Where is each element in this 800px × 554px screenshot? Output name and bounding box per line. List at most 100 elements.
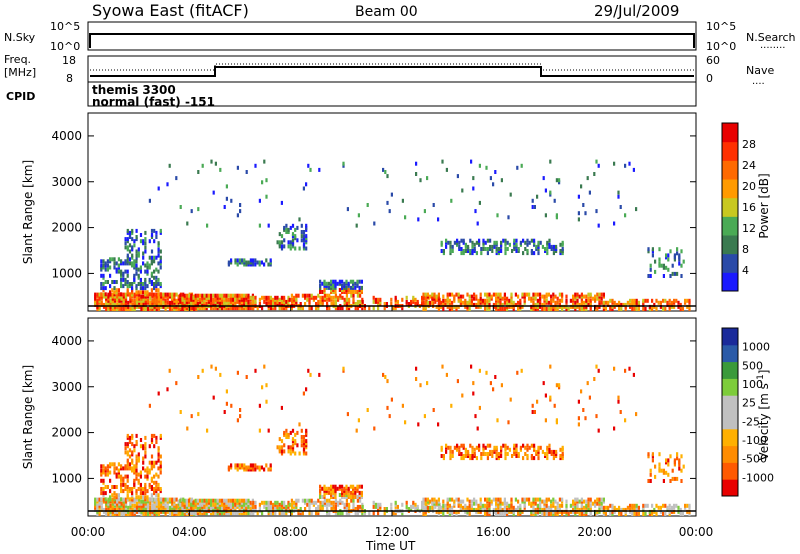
echo-cell (450, 403, 453, 408)
echo-cell (166, 505, 169, 510)
echo-cell (276, 507, 279, 511)
echo-cell (617, 395, 620, 400)
echo-cell (207, 500, 210, 505)
echo-cell (668, 307, 671, 311)
echo-cell (445, 167, 448, 172)
echo-cell (510, 298, 513, 303)
echo-cell (534, 307, 537, 311)
echo-cell (521, 292, 524, 297)
echo-cell (615, 507, 618, 512)
echo-cell (586, 381, 589, 386)
echo-cell (254, 500, 257, 505)
echo-cell (448, 292, 451, 297)
echo-cell (142, 255, 145, 260)
echo-cell (490, 296, 493, 301)
echo-cell (448, 302, 451, 307)
echo-cell (662, 307, 665, 311)
echo-cell (519, 298, 522, 303)
echo-cell (624, 213, 627, 218)
echo-cell (118, 302, 121, 307)
colorbar-tick-label: 1000 (742, 341, 770, 354)
echo-cell (448, 298, 451, 303)
echo-cell (596, 509, 599, 514)
echo-cell (302, 391, 305, 396)
echo-cell (201, 507, 204, 511)
echo-cell (620, 307, 623, 311)
echo-cell (580, 497, 583, 502)
echo-cell (422, 302, 425, 307)
echo-cell (278, 242, 281, 247)
echo-cell (442, 503, 445, 508)
echo-cell (647, 247, 650, 252)
echo-cell (339, 500, 342, 505)
cpid-line-1: themis 3300 (92, 83, 176, 97)
echo-cell (247, 507, 250, 511)
echo-cell (285, 432, 288, 437)
echo-cell (124, 277, 127, 282)
echo-cell (308, 306, 311, 311)
velocity-panel-frame (87, 317, 697, 517)
echo-cell (216, 511, 219, 516)
echo-cell (164, 292, 167, 297)
echo-cell (584, 211, 587, 216)
echo-cell (179, 502, 182, 507)
echo-cell (361, 511, 364, 516)
colorbar-swatch (722, 123, 738, 143)
echo-cell (153, 239, 156, 244)
echo-cell (422, 296, 425, 301)
echo-cell (113, 495, 116, 500)
echo-cell (199, 306, 202, 311)
echo-cell (113, 302, 117, 307)
echo-cell (482, 452, 485, 456)
echo-cell (600, 296, 603, 301)
echo-cell (456, 445, 459, 450)
echo-cell (190, 302, 193, 306)
echo-cell (647, 274, 650, 278)
echo-cell (517, 452, 520, 456)
echo-cell (135, 440, 138, 444)
echo-cell (348, 306, 351, 311)
echo-cell (446, 304, 449, 309)
echo-cell (100, 497, 103, 502)
echo-cell (499, 302, 502, 307)
echo-cell (199, 511, 202, 516)
echo-cell (680, 468, 683, 473)
echo-cell (572, 302, 575, 307)
echo-cell (417, 217, 420, 222)
echo-cell (508, 509, 511, 514)
echo-cell (168, 300, 172, 305)
echo-cell (552, 497, 555, 502)
echo-cell (597, 223, 600, 228)
echo-cell (148, 468, 151, 473)
echo-cell (475, 294, 478, 299)
echo-cell (223, 498, 226, 503)
echo-cell (274, 507, 277, 511)
echo-cell (539, 501, 542, 506)
echo-cell (361, 507, 364, 511)
echo-cell (682, 464, 685, 469)
echo-cell (495, 292, 498, 297)
echo-cell (587, 296, 590, 301)
echo-cell (475, 499, 478, 504)
echo-cell (682, 259, 685, 264)
echo-cell (556, 512, 559, 516)
echo-cell (469, 238, 472, 243)
echo-cell (613, 426, 616, 431)
echo-cell (269, 258, 272, 263)
echo-cell (515, 242, 518, 247)
colorbar-tick-label: 16 (742, 201, 756, 214)
echo-cell (297, 293, 300, 298)
echo-cell (150, 485, 153, 489)
echo-cell (287, 432, 290, 437)
echo-cell (319, 283, 322, 288)
echo-cell (437, 512, 440, 516)
nave-tick-top: 60 (706, 54, 720, 67)
echo-cell (155, 480, 158, 485)
echo-cell (500, 454, 503, 458)
echo-cell (127, 300, 130, 305)
echo-cell (291, 232, 295, 237)
echo-cell (470, 302, 473, 307)
echo-cell (534, 501, 537, 506)
echo-cell (489, 443, 492, 448)
echo-cell (319, 484, 322, 489)
